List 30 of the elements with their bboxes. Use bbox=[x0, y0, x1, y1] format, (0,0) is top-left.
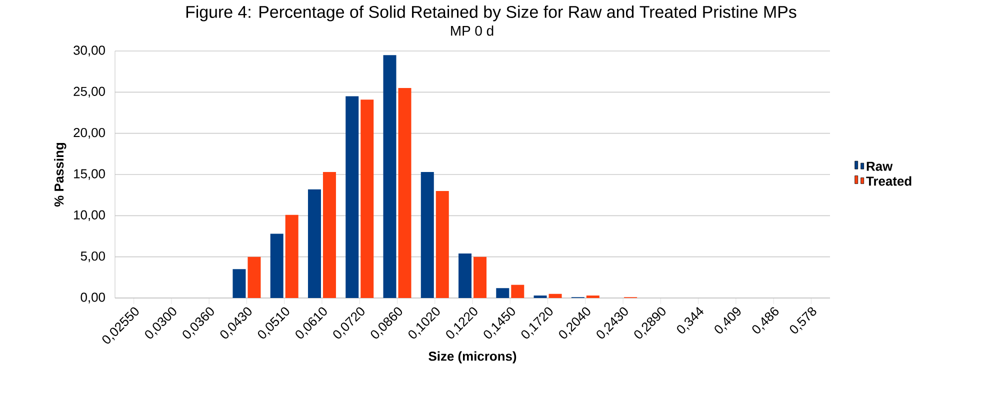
bar bbox=[458, 254, 472, 298]
y-axis-title: % Passing bbox=[54, 142, 66, 207]
y-tick-label: 10,00 bbox=[74, 210, 105, 222]
y-tick-label: 25,00 bbox=[74, 86, 105, 98]
y-tick-label: 15,00 bbox=[74, 169, 105, 180]
bar bbox=[308, 189, 321, 298]
legend-label: Raw bbox=[866, 162, 893, 171]
bar bbox=[383, 55, 396, 298]
bar bbox=[436, 190, 449, 298]
chart-subtitle: MP 0 d bbox=[451, 26, 494, 36]
bar bbox=[511, 284, 524, 298]
y-tick-label: 20,00 bbox=[74, 128, 105, 139]
bar bbox=[248, 256, 261, 298]
bar bbox=[285, 214, 298, 298]
bar bbox=[270, 234, 284, 298]
chart-title: Figure 4: Percentage of Solid Retained by Size for Raw and Treated Pristine MPs bbox=[186, 6, 796, 22]
legend-label: Treated bbox=[866, 176, 912, 186]
bar bbox=[322, 172, 336, 298]
bar bbox=[232, 269, 246, 298]
bar bbox=[474, 256, 487, 298]
bar bbox=[398, 88, 412, 298]
x-axis-title: Size (microns) bbox=[428, 351, 516, 364]
y-tick-label: 5,00 bbox=[80, 251, 105, 262]
y-tick-label: 0,00 bbox=[80, 292, 105, 304]
bar bbox=[548, 294, 562, 298]
bar bbox=[360, 100, 374, 298]
bar bbox=[346, 96, 359, 298]
bar bbox=[420, 172, 434, 298]
bar bbox=[496, 288, 510, 298]
y-tick-label: 30,00 bbox=[74, 46, 105, 56]
